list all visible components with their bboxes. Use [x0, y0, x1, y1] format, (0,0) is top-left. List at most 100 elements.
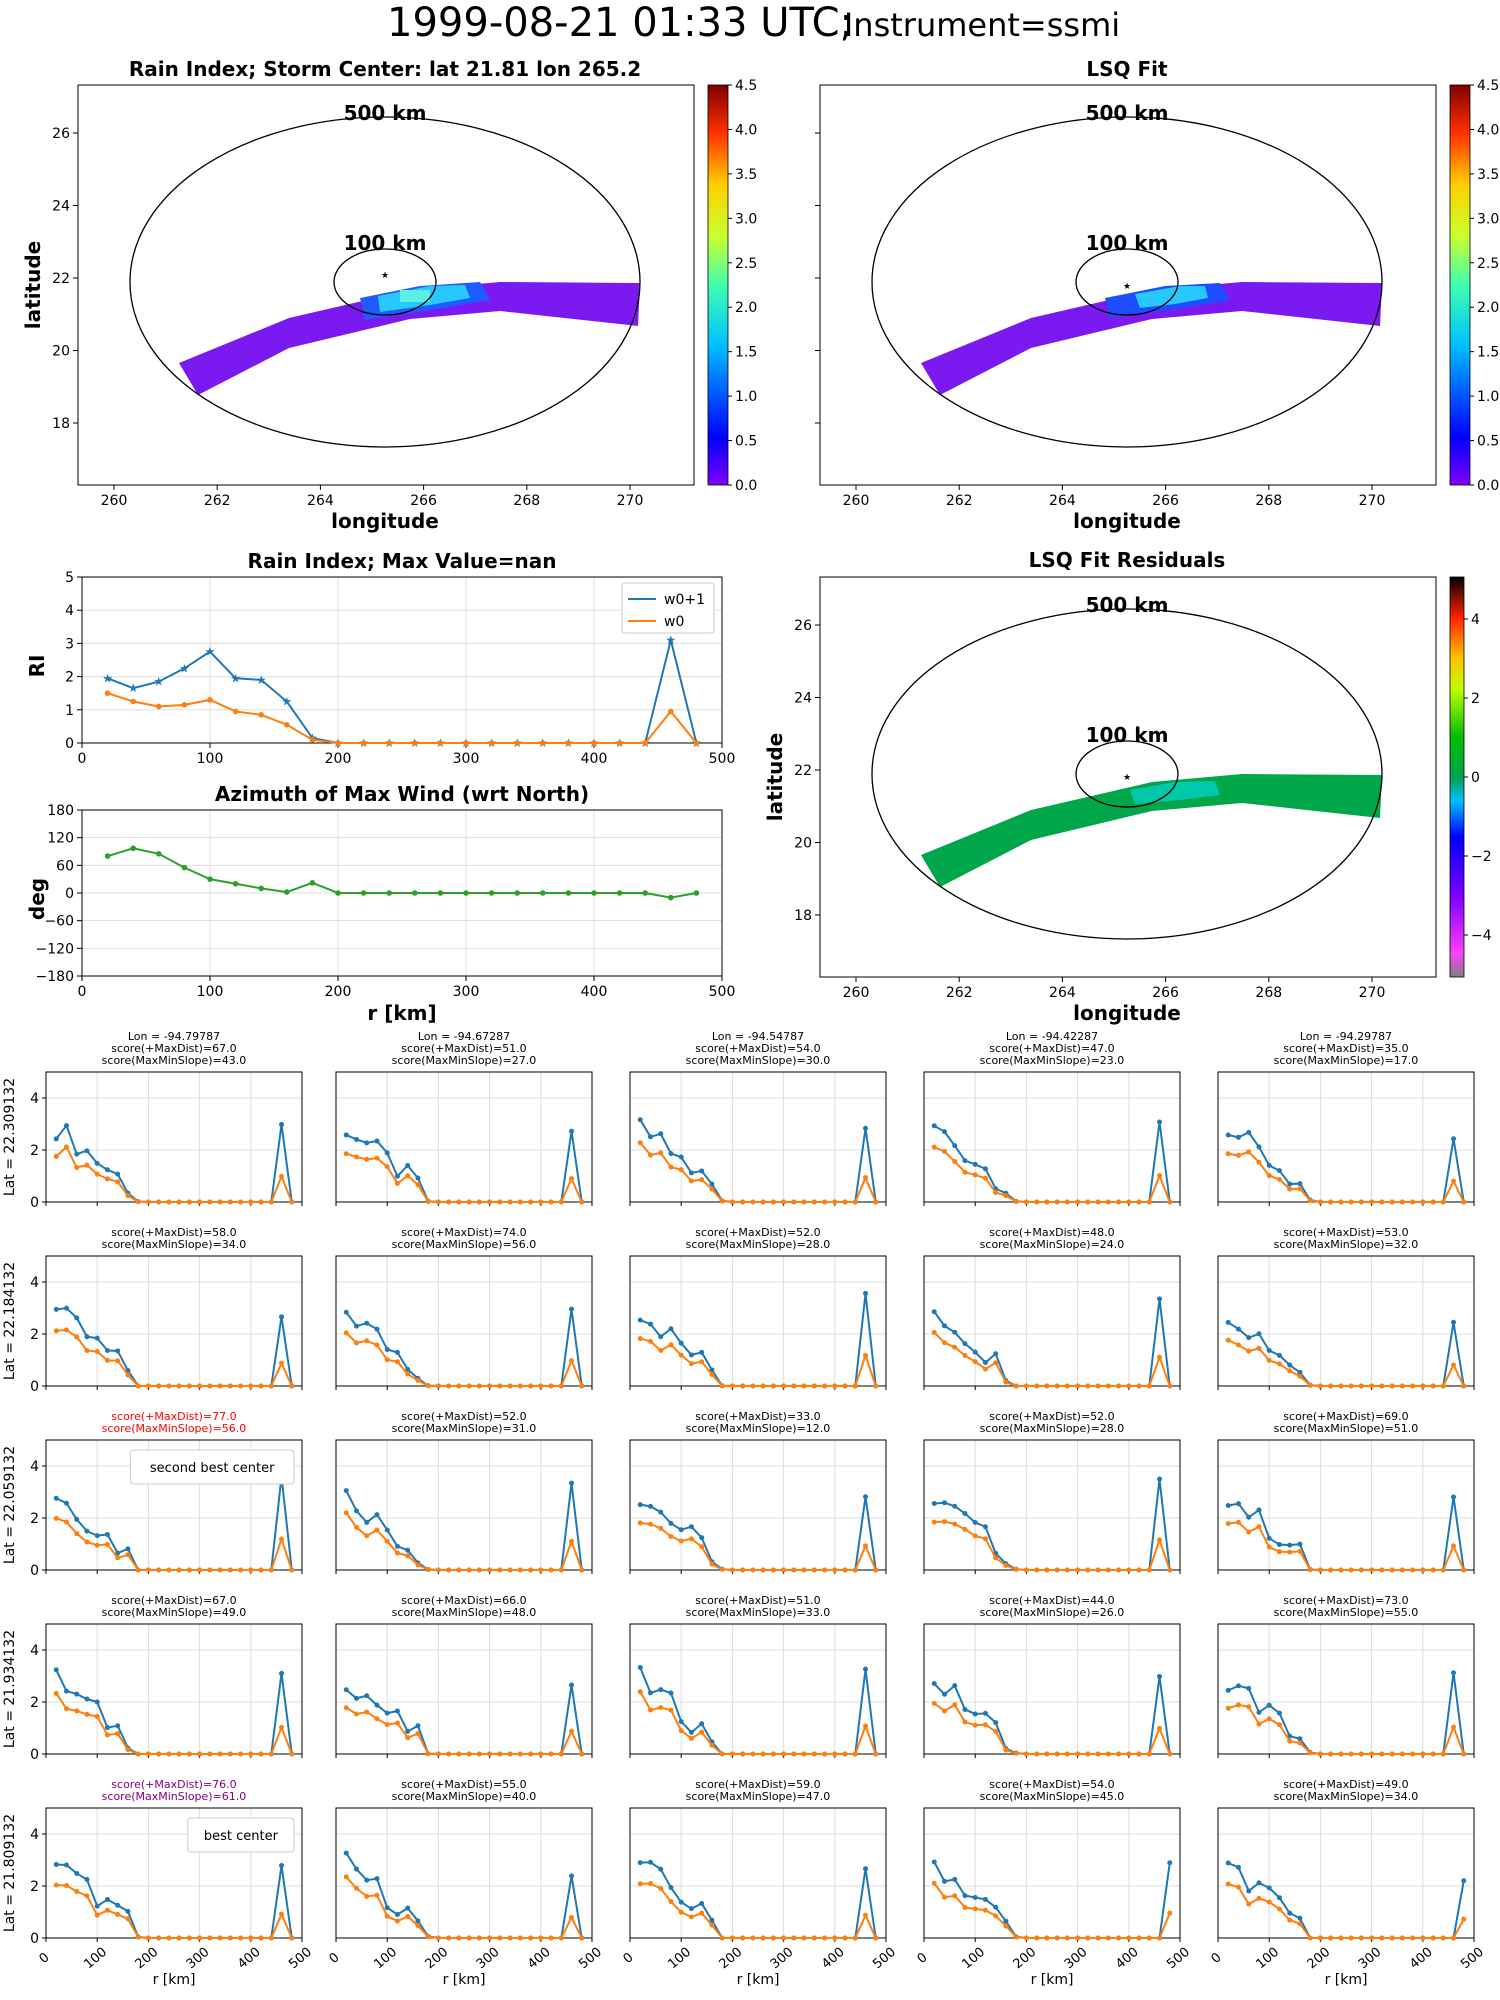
- w0-point: [217, 1751, 223, 1757]
- score-maxminslope: score(MaxMinSlope)=56.0: [102, 1422, 247, 1435]
- w0-point: [1389, 1567, 1395, 1573]
- data-point: [616, 740, 623, 746]
- y-tick-label: 24: [52, 199, 70, 215]
- w0p1-point: [658, 1866, 664, 1872]
- w0p1-point: [699, 1721, 705, 1727]
- w0-point: [1266, 1173, 1272, 1179]
- data-point: [565, 890, 572, 896]
- w0p1-point: [1157, 1674, 1163, 1680]
- w0-point: [962, 1719, 968, 1725]
- data-point: [207, 697, 213, 703]
- x-tick-label: 270: [1359, 493, 1386, 509]
- w0-point: [699, 1910, 705, 1916]
- w0-point: [53, 1515, 59, 1521]
- w0-point: [1054, 1751, 1060, 1757]
- w0-point: [425, 1383, 431, 1389]
- lsq-fit-map-xlabel: longitude: [1073, 509, 1181, 533]
- w0p1-point: [952, 1503, 958, 1509]
- w0-point: [446, 1751, 452, 1757]
- w0p1-point: [1225, 1319, 1231, 1325]
- score-maxdist: score(+MaxDist)=51.0: [695, 1594, 820, 1607]
- w0-point: [709, 1742, 715, 1748]
- x-tick-label: 400: [1113, 1945, 1142, 1972]
- w0-point: [248, 1935, 254, 1941]
- w0-point: [104, 1176, 110, 1182]
- w0-point: [238, 1751, 244, 1757]
- w0-point: [115, 1911, 121, 1917]
- x-tick-label: 500: [576, 1945, 605, 1972]
- w0-point: [1075, 1383, 1081, 1389]
- w0-point: [1430, 1567, 1436, 1573]
- w0-point: [279, 1360, 285, 1366]
- w0-point: [832, 1383, 838, 1389]
- ring-500km: [871, 116, 1383, 448]
- w0-point: [678, 1909, 684, 1915]
- w0p1-point: [74, 1870, 80, 1876]
- w0-point: [709, 1561, 715, 1567]
- w0-point: [1338, 1751, 1344, 1757]
- w0-point: [1116, 1199, 1122, 1205]
- w0p1-point: [941, 1323, 947, 1329]
- w0-point: [1095, 1935, 1101, 1941]
- data-point: [335, 890, 341, 896]
- x-tick-label: 260: [843, 985, 870, 1001]
- x-tick-label: 200: [325, 751, 352, 767]
- rain-swath-hotspot: [400, 290, 430, 302]
- w0-point: [972, 1533, 978, 1539]
- w0-point: [374, 1342, 380, 1348]
- colorbar-tick-label: 2.0: [1477, 300, 1499, 316]
- w0-point: [186, 1383, 192, 1389]
- plot-frame: [45, 1071, 303, 1203]
- w0-point: [176, 1383, 182, 1389]
- w0-point: [186, 1935, 192, 1941]
- w0-point: [53, 1882, 59, 1888]
- w0p1-point: [1157, 1476, 1163, 1482]
- w0p1-point: [658, 1687, 664, 1693]
- x-tick-label: 262: [204, 493, 231, 509]
- w0-point: [53, 1154, 59, 1160]
- residuals-map-xlabel: longitude: [1073, 1001, 1181, 1025]
- data-point: [412, 740, 418, 746]
- x-tick-label: 262: [946, 493, 973, 509]
- w0-point: [125, 1552, 131, 1558]
- w0p1-point: [1235, 1326, 1241, 1332]
- w0-point: [1307, 1750, 1313, 1756]
- candidate-cell: score(MaxMinSlope)=43.0score(+MaxDist)=6…: [2, 1030, 303, 1211]
- w0-point: [1379, 1935, 1385, 1941]
- w0-point: [1023, 1383, 1029, 1389]
- w0-point: [1003, 1747, 1009, 1753]
- w0p1-point: [115, 1348, 121, 1354]
- center-legend-box: [129, 1449, 295, 1485]
- colorbar-tick-label: 3.0: [735, 211, 757, 227]
- w0-point: [1369, 1935, 1375, 1941]
- w0-point: [668, 1899, 674, 1905]
- w0-point: [873, 1383, 879, 1389]
- ring-100km: [1075, 740, 1179, 808]
- w0p1-point: [952, 1683, 958, 1689]
- x-tick-label: 0: [621, 1950, 637, 1967]
- x-axis-label: r [km]: [367, 1001, 436, 1025]
- w0-point: [863, 1543, 869, 1549]
- w0-point: [135, 1199, 141, 1205]
- w0-point: [1379, 1567, 1385, 1573]
- w0-point: [1167, 1383, 1173, 1389]
- x-tick-label: 270: [1359, 985, 1386, 1001]
- w0-point: [1003, 1923, 1009, 1929]
- storm-center-marker: ★: [381, 271, 389, 281]
- x-tick-label: 260: [843, 493, 870, 509]
- w0-point: [84, 1348, 90, 1354]
- w0-line: [55, 1692, 293, 1755]
- w0-point: [1064, 1751, 1070, 1757]
- w0-line: [640, 1882, 877, 1939]
- w0-point: [186, 1751, 192, 1757]
- candidate-cell: score(MaxMinSlope)=32.0score(+MaxDist)=5…: [1217, 1226, 1475, 1390]
- w0-point: [1044, 1751, 1050, 1757]
- plot-frame: [629, 1807, 887, 1939]
- w0-point: [1167, 1567, 1173, 1573]
- x-tick-label: 268: [1255, 985, 1282, 1001]
- w0p1-point: [699, 1900, 705, 1906]
- data-point: [693, 890, 700, 896]
- residuals-map-xticks: 260 262 264 266 268 270: [843, 977, 1386, 1001]
- w0p1-point: [364, 1140, 370, 1146]
- w0p1-point: [1297, 1541, 1303, 1547]
